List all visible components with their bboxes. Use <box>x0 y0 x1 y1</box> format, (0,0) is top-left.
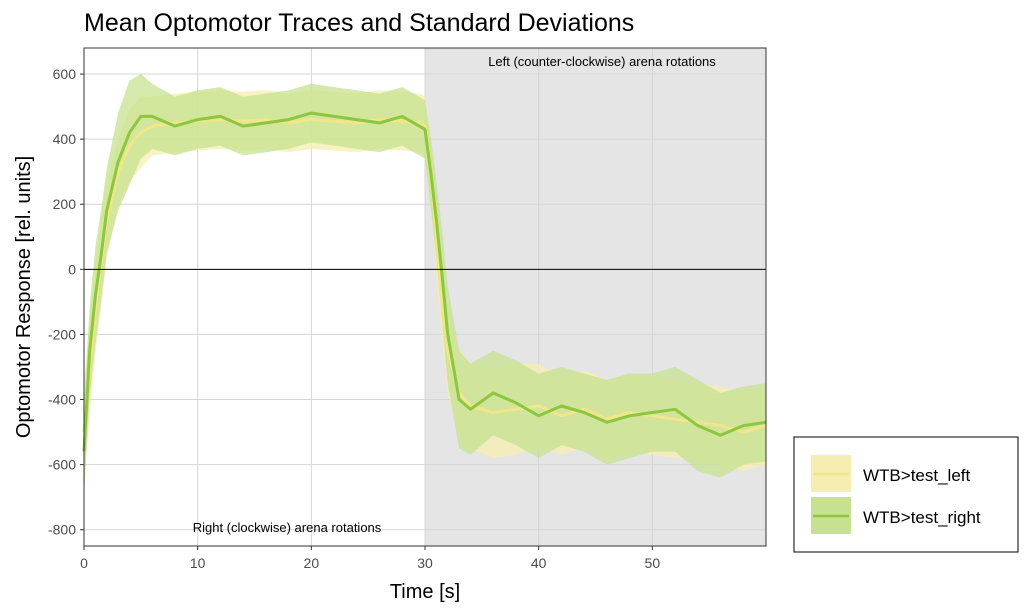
legend-box <box>793 436 1019 553</box>
x-tick-label: 40 <box>531 555 547 571</box>
y-axis: -800 -600 -400 -200 0 200 400 600 <box>48 66 84 538</box>
x-axis: 0 10 20 30 40 50 <box>80 546 660 571</box>
y-tick-label: -200 <box>48 326 76 342</box>
x-tick-label: 20 <box>304 555 320 571</box>
mean-line-WTB>test_right <box>82 111 767 452</box>
y-tick-label: 0 <box>68 261 76 277</box>
legend-label-test-left: WTB>test_left <box>863 466 971 485</box>
mean-traces <box>82 111 767 452</box>
annotation-left-rotation: Left (counter-clockwise) arena rotations <box>488 54 716 69</box>
x-axis-label: Time [s] <box>390 581 460 603</box>
y-tick-label: 600 <box>53 66 77 82</box>
x-tick-label: 0 <box>80 555 88 571</box>
annotation-right-rotation: Right (clockwise) arena rotations <box>193 520 382 535</box>
sd-band-WTB>test_right <box>84 74 766 498</box>
y-tick-label: -400 <box>48 392 76 408</box>
chart-title: Mean Optomotor Traces and Standard Devia… <box>84 9 634 37</box>
legend: WTB>test_left WTB>test_right <box>793 436 1019 553</box>
y-tick-label: -600 <box>48 457 76 473</box>
x-tick-label: 10 <box>190 555 206 571</box>
y-tick-label: -800 <box>48 522 76 538</box>
x-tick-label: 50 <box>645 555 661 571</box>
x-tick-label: 30 <box>417 555 433 571</box>
y-tick-label: 200 <box>53 196 77 212</box>
mean-line-WTB>test_left <box>82 118 767 434</box>
legend-label-test-right: WTB>test_right <box>863 508 981 527</box>
y-axis-label: Optomotor Response [rel. units] <box>13 156 35 438</box>
y-tick-label: 400 <box>53 131 77 147</box>
sd-bands <box>84 74 766 498</box>
